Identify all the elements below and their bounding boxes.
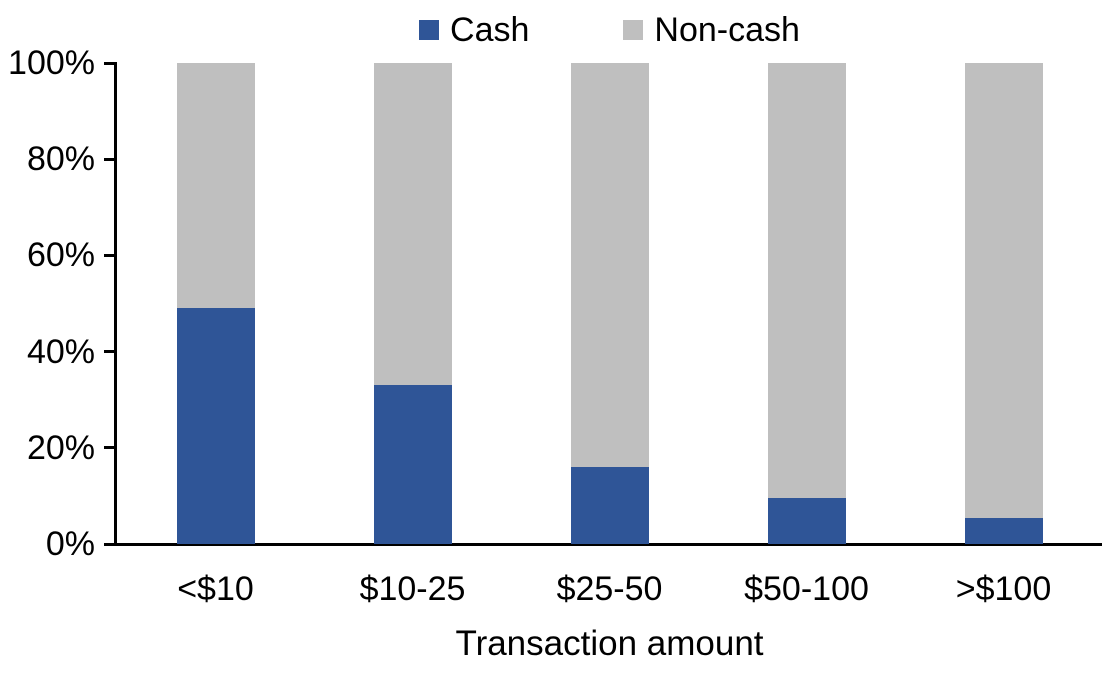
x-category-label: <$10 [177, 570, 254, 608]
bar-10-25 [373, 63, 452, 544]
x-axis-line [104, 543, 1102, 546]
legend-item-non-cash: Non-cash [623, 10, 800, 50]
x-axis-title: Transaction amount [455, 624, 764, 663]
y-tick-label: 0% [45, 525, 95, 563]
bar-segment-non-cash-10 [176, 63, 255, 309]
x-category-label: $50-100 [744, 570, 869, 608]
y-tick-label: 80% [26, 140, 95, 179]
bar-segment-cash-10-25 [373, 385, 452, 544]
chart-legend: Cash Non-cash [117, 10, 1102, 50]
bar-segment-non-cash-100 [964, 63, 1043, 518]
y-axis-tick [104, 253, 117, 257]
y-axis-tick [104, 446, 117, 450]
legend-item-cash: Cash [419, 10, 529, 50]
y-axis-tick [104, 542, 117, 546]
y-axis-tick [104, 350, 117, 354]
x-category-label: $10-25 [359, 570, 466, 608]
bar-segment-cash-10 [176, 308, 255, 544]
legend-marker-cash [419, 20, 440, 40]
bar-25-50 [570, 63, 649, 544]
y-tick-label: 40% [26, 332, 95, 371]
bar-segment-non-cash-50-100 [767, 63, 846, 499]
y-tick-label: 60% [26, 236, 95, 275]
bar-10 [176, 63, 255, 544]
bar-50-100 [767, 63, 846, 544]
y-axis-tick [104, 61, 117, 65]
bar-segment-non-cash-10-25 [373, 63, 452, 386]
legend-label: Cash [450, 11, 530, 49]
y-tick-label: 20% [26, 428, 95, 467]
bar-segment-cash-25-50 [570, 467, 649, 544]
bar-segment-cash-100 [964, 517, 1043, 544]
y-axis-tick [104, 157, 117, 161]
bar-100 [964, 63, 1043, 544]
legend-label: Non-cash [654, 11, 800, 49]
y-axis-line [114, 63, 117, 546]
bar-segment-cash-50-100 [767, 498, 846, 544]
y-tick-label: 100% [8, 44, 95, 82]
bar-segment-non-cash-25-50 [570, 63, 649, 468]
x-category-label: >$100 [955, 570, 1052, 608]
legend-marker-non-cash [623, 20, 644, 40]
x-category-label: $25-50 [556, 570, 663, 608]
